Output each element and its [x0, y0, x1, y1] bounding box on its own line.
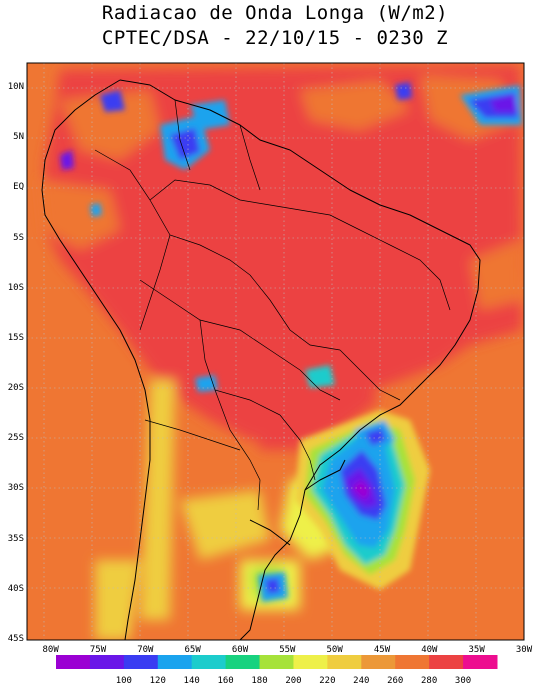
latitude-tick-label: 10S: [7, 282, 24, 293]
longitude-tick-label: 65W: [184, 645, 201, 655]
longitude-tick-label: 75W: [89, 645, 107, 655]
colorbar: [56, 655, 498, 669]
colorbar-swatch: [56, 655, 91, 669]
longitude-tick-label: 45W: [373, 645, 391, 655]
map-title: Radiacao de Onda Longa (W/m2): [101, 2, 449, 24]
longitude-tick-label: 50W: [326, 645, 343, 655]
colorbar-swatch: [293, 655, 328, 669]
latitude-tick-label: 30S: [7, 483, 24, 494]
colorbar-swatch: [89, 655, 125, 669]
colorbar-tick-label: 220: [319, 676, 336, 686]
colorbar-swatch: [259, 655, 294, 669]
latitude-tick-label: 35S: [7, 533, 24, 544]
latitude-tick-label: EQ: [13, 182, 24, 193]
map-subtitle: CPTEC/DSA - 22/10/15 - 0230 Z: [101, 27, 449, 49]
colorbar-tick-label: 100: [115, 676, 132, 686]
longitude-tick-label: 40W: [421, 645, 438, 655]
colorbar-tick-label: 260: [387, 676, 404, 686]
olr-field: [27, 63, 524, 640]
colorbar-swatch: [395, 655, 430, 669]
longitude-tick-label: 80W: [42, 645, 59, 655]
colorbar-tick-label: 120: [149, 676, 166, 686]
colorbar-swatch: [191, 655, 227, 669]
colorbar-swatch: [157, 655, 193, 669]
longitude-tick-label: 30W: [515, 645, 533, 655]
colorbar-swatch: [361, 655, 396, 669]
latitude-tick-label: 40S: [7, 583, 24, 594]
colorbar-swatch: [327, 655, 362, 669]
colorbar-tick-label: 160: [217, 676, 234, 686]
colorbar-tick-label: 280: [421, 676, 438, 686]
latitude-tick-label: 10N: [7, 82, 24, 93]
colorbar-swatch: [429, 655, 464, 669]
longitude-tick-label: 70W: [137, 645, 154, 655]
longitude-tick-label: 35W: [468, 645, 485, 655]
longitude-tick-label: 60W: [231, 645, 249, 655]
colorbar-tick-label: 140: [183, 676, 200, 686]
colorbar-swatch: [123, 655, 159, 669]
country-borders: [94, 99, 451, 511]
colorbar-tick-label: 300: [454, 676, 472, 686]
latitude-tick-label: 5N: [13, 132, 24, 143]
latitude-tick-label: 5S: [13, 232, 24, 243]
latitude-tick-label: 45S: [7, 634, 24, 644]
colorbar-swatch: [225, 655, 261, 669]
colorbar-swatch: [463, 655, 498, 669]
latitude-tick-label: 15S: [7, 332, 24, 343]
colorbar-tick-label: 180: [251, 676, 268, 686]
latitude-tick-label: 25S: [7, 433, 24, 444]
colorbar-tick-label: 200: [285, 676, 302, 686]
longitude-tick-label: 55W: [279, 645, 296, 655]
latitude-tick-label: 20S: [7, 383, 24, 394]
colorbar-tick-label: 240: [353, 676, 370, 686]
coastline: [41, 79, 481, 640]
